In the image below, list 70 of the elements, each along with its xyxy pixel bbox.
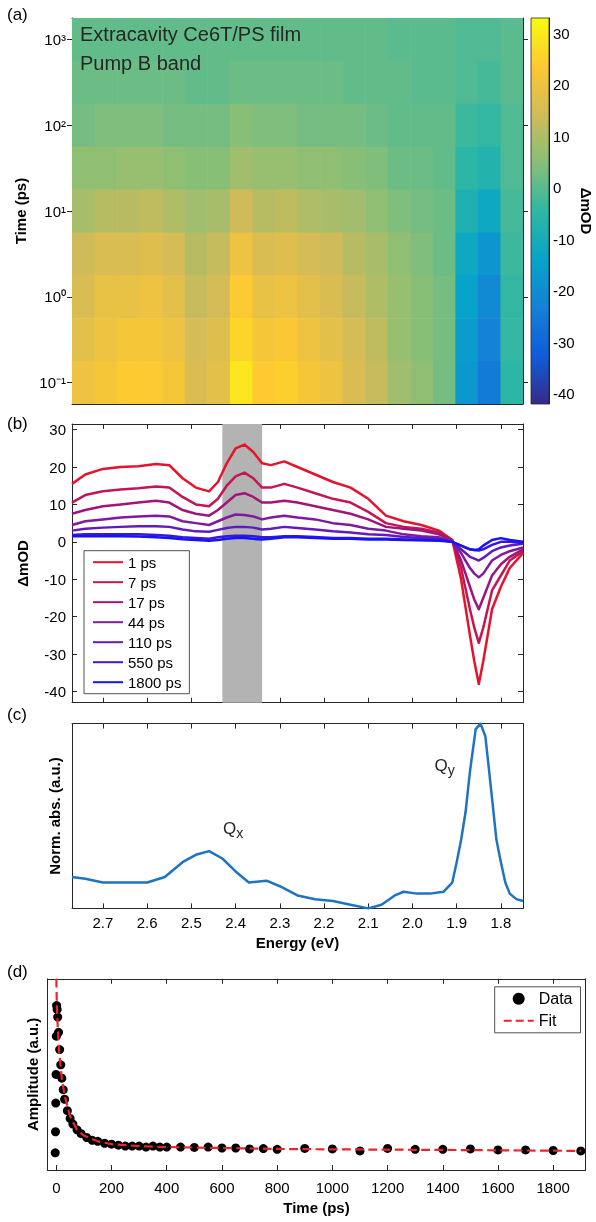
color-bar-label: -30 xyxy=(553,333,575,351)
chart-title: (c) xyxy=(7,705,27,724)
color-bar-label: 0 xyxy=(553,179,562,197)
x-tick-label: 1600 xyxy=(481,1179,515,1196)
y-tick-label: -30 xyxy=(44,645,66,663)
x-axis-title: Time (ps) xyxy=(283,1198,350,1216)
color-bar-label: 10 xyxy=(553,127,570,145)
y-tick-label: 30 xyxy=(49,421,66,439)
x-axis-title: Energy (eV) xyxy=(255,934,340,952)
x-tick-label: 2.4 xyxy=(225,914,247,932)
x-tick-label: 1800 xyxy=(536,1179,570,1196)
y-axis-title: Norm. abs. (a.u.) xyxy=(46,757,63,875)
x-tick-label: 2.5 xyxy=(180,914,202,932)
x-tick-label: 2.1 xyxy=(357,914,379,932)
y-tick-label: 10¹ xyxy=(44,202,66,220)
legend-label: 44 ps xyxy=(128,613,165,631)
color-bar-title: ΔmOD xyxy=(578,187,595,235)
x-tick-label: 2.2 xyxy=(313,914,335,932)
legend-label: 110 ps xyxy=(128,633,172,651)
y-tick-label: 20 xyxy=(49,458,66,476)
legend-label: Data xyxy=(538,990,573,1008)
x-tick-label: 200 xyxy=(99,1179,125,1196)
color-bar-label: 20 xyxy=(553,76,570,94)
x-tick-label: 1.8 xyxy=(490,914,512,932)
legend-label: 550 ps xyxy=(128,653,174,671)
x-tick-label: 600 xyxy=(209,1179,235,1196)
x-tick-label: 1000 xyxy=(315,1179,350,1196)
color-bar-label: -20 xyxy=(553,282,575,300)
chart-title: (d) xyxy=(7,962,28,981)
legend-label: 1800 ps xyxy=(128,673,182,691)
x-tick-label: 1200 xyxy=(370,1179,405,1196)
x-tick-label: 2.7 xyxy=(92,914,114,932)
annotation: Pump B band xyxy=(80,52,202,74)
y-tick-label: -40 xyxy=(44,682,66,700)
y-tick-label: 10⁻¹ xyxy=(39,374,66,392)
x-tick-label: 2.3 xyxy=(269,914,291,932)
point xyxy=(50,1148,60,1158)
y-tick-label: 0 xyxy=(57,533,66,551)
y-tick-label: 10² xyxy=(44,116,66,134)
annotation: Extracavity Ce6T/PS film xyxy=(80,23,302,45)
point xyxy=(576,1146,586,1156)
y-axis-title: Amplitude (a.u.) xyxy=(23,1017,41,1132)
x-tick-label: 2.6 xyxy=(136,914,158,932)
point xyxy=(51,1098,61,1108)
y-axis-title: ΔmOD xyxy=(14,539,31,587)
y-tick-label: 10⁰ xyxy=(44,288,66,306)
line-series xyxy=(70,513,525,579)
legend-label: 1 ps xyxy=(128,553,157,571)
point xyxy=(51,1127,61,1137)
legend-label: 7 ps xyxy=(128,573,157,591)
x-tick-label: 2.0 xyxy=(402,914,423,932)
color-bar-label: 30 xyxy=(553,24,570,42)
chart-title: (a) xyxy=(7,5,28,24)
chart-title: (b) xyxy=(7,414,28,433)
x-tick-label: 1.9 xyxy=(446,914,468,932)
color-bar-label: -10 xyxy=(553,230,575,248)
color-bar-label: -40 xyxy=(553,385,575,403)
y-tick-label: 10³ xyxy=(44,30,66,48)
annotation: Q$_{y}$ xyxy=(434,755,455,778)
y-axis-title: Time (ps) xyxy=(12,177,30,245)
annotation: Q$_{x}$ xyxy=(222,818,244,842)
line-series xyxy=(70,491,525,611)
y-tick-label: 10 xyxy=(49,495,66,513)
x-tick-label: 800 xyxy=(264,1179,290,1196)
x-tick-label: 1400 xyxy=(426,1179,460,1196)
legend-label: Fit xyxy=(538,1012,558,1030)
x-tick-label: 400 xyxy=(154,1179,180,1196)
y-tick-label: -20 xyxy=(44,608,66,626)
legend-label: 17 ps xyxy=(128,593,165,611)
y-tick-label: -10 xyxy=(44,570,66,588)
